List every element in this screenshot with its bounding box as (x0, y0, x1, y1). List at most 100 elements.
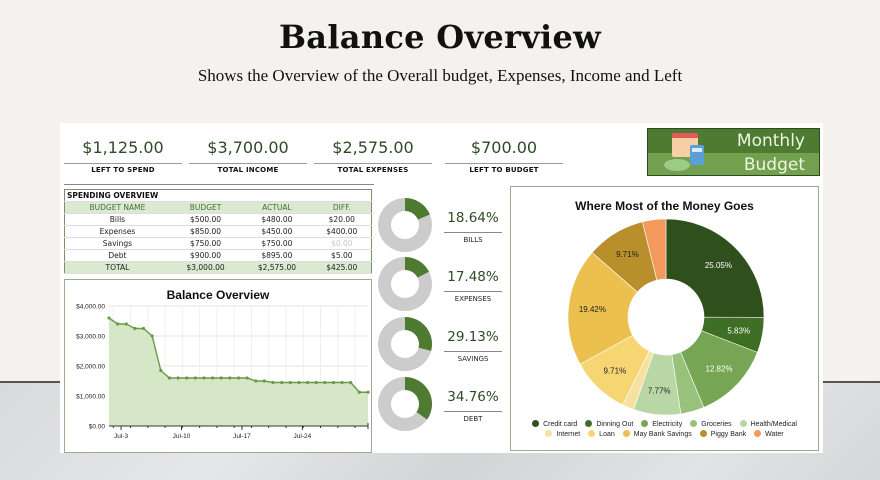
cell: $450.00 (241, 225, 313, 238)
svg-text:$2,000.00: $2,000.00 (76, 364, 105, 371)
cell: Expenses (64, 225, 170, 238)
cell: $5.00 (312, 249, 372, 262)
legend-label: Piggy Bank (710, 431, 747, 438)
cell: $750.00 (241, 237, 313, 250)
legend-swatch-icon (754, 430, 762, 437)
divider (444, 351, 502, 352)
legend-item: Loan (588, 430, 615, 440)
legend-item: Groceries (690, 420, 732, 430)
cell: $425.00 (312, 261, 372, 274)
table-title: SPENDING OVERVIEW (64, 189, 372, 202)
legend-item: Piggy Bank (699, 430, 747, 440)
cash-icon (664, 159, 690, 171)
monthly-budget-logo: Monthly Budget (647, 128, 820, 176)
cell: TOTAL (64, 261, 170, 274)
legend-swatch-icon (532, 420, 540, 427)
kpi-value: $2,575.00 (332, 138, 414, 157)
svg-text:$3,000.00: $3,000.00 (76, 334, 105, 341)
cell: $0.00 (312, 237, 372, 250)
legend-item: May Bank Savings (622, 430, 692, 440)
svg-text:$0.00: $0.00 (89, 424, 106, 431)
svg-text:12.82%: 12.82% (705, 365, 732, 374)
total-row: TOTAL $3,000.00 $2,575.00 $425.00 (64, 261, 372, 274)
area-chart: $0.00 $1,000.00 $2,000.00 $3,000.00 $4,000.0… (76, 304, 370, 440)
svg-text:5.83%: 5.83% (727, 327, 750, 336)
kpi-label: LEFT TO BUDGET (469, 166, 539, 174)
dashboard-panel: $1,125.00 LEFT TO SPEND $3,700.00 TOTAL … (60, 123, 823, 453)
table-row: Expenses $850.00 $450.00 $400.00 (64, 225, 372, 238)
table-row: Savings $750.00 $750.00 $0.00 (64, 237, 372, 250)
legend-item: Electricity (641, 420, 682, 430)
cell: $850.00 (169, 225, 242, 238)
svg-text:Jul-3: Jul-3 (114, 433, 128, 440)
divider (445, 163, 563, 164)
svg-text:Jul-10: Jul-10 (173, 433, 191, 440)
legend-swatch-icon (622, 430, 630, 437)
legend-item: Credit card (532, 420, 577, 430)
donut-icon (378, 377, 433, 431)
kpi-total-income: $3,700.00 TOTAL INCOME (189, 135, 307, 174)
legend-swatch-icon (641, 420, 649, 427)
donut-icon (378, 198, 433, 252)
legend-swatch-icon (690, 420, 698, 427)
money-distribution-chart: Where Most of the Money Goes 25.05% 5.83%… (510, 186, 819, 451)
balance-overview-chart: Balance Overview $0.00 $1,000.00 $2,000.00… (64, 279, 372, 453)
column-header: ACTUAL (241, 201, 313, 214)
divider (444, 291, 502, 292)
kpi-total-expenses: $2,575.00 TOTAL EXPENSES (314, 135, 432, 174)
donut-chart: 25.05% 5.83% 12.82% 7.77% 9.71% 19.42% 9.71% (567, 218, 765, 416)
legend-item: Internet (545, 430, 580, 440)
page-title: Balance Overview (278, 18, 602, 56)
legend-label: Electricity (652, 421, 683, 428)
svg-text:$1,000.00: $1,000.00 (76, 394, 105, 401)
legend-label: Credit card (543, 421, 578, 428)
legend-item: Health/Medical (739, 420, 797, 430)
logo-line1: Monthly (736, 131, 805, 151)
mini-donut-savings: 29.13% SAVINGS (378, 315, 508, 373)
cell: $895.00 (241, 249, 313, 262)
category-label: DEBT (463, 415, 483, 423)
kpi-left-to-spend: $1,125.00 LEFT TO SPEND (64, 135, 182, 174)
chart-title: Where Most of the Money Goes (575, 199, 754, 213)
cell: $500.00 (169, 213, 242, 226)
legend-label: May Bank Savings (633, 431, 692, 438)
legend-label: Groceries (701, 421, 732, 428)
legend-item: Dinning Out (585, 420, 633, 430)
percent-value: 18.64% (447, 210, 499, 226)
kpi-label: TOTAL INCOME (217, 166, 279, 174)
svg-text:9.71%: 9.71% (604, 366, 627, 375)
cell: Bills (64, 213, 170, 226)
percent-value: 17.48% (447, 269, 499, 285)
cell: $2,575.00 (241, 261, 313, 274)
svg-text:Jul-17: Jul-17 (233, 433, 251, 440)
percent-value: 34.76% (447, 389, 499, 405)
svg-text:$4,000.00: $4,000.00 (76, 304, 105, 311)
percent-value: 29.13% (447, 329, 499, 345)
svg-text:9.71%: 9.71% (616, 250, 639, 259)
column-header: BUDGET NAME (64, 201, 170, 214)
divider (314, 163, 432, 164)
svg-text:Jul-24: Jul-24 (294, 433, 312, 440)
kpi-value: $1,125.00 (82, 138, 164, 157)
divider (444, 411, 502, 412)
calculator-icon (690, 145, 704, 165)
kpi-label: TOTAL EXPENSES (337, 166, 409, 174)
cell: Debt (64, 249, 170, 262)
divider (444, 232, 502, 233)
mini-donut-expenses: 17.48% EXPENSES (378, 255, 508, 313)
legend-swatch-icon (699, 430, 707, 437)
table-row: Debt $900.00 $895.00 $5.00 (64, 249, 372, 262)
category-label: SAVINGS (457, 355, 489, 363)
legend-item: Water (754, 430, 784, 440)
spending-overview-table: SPENDING OVERVIEW BUDGET NAME BUDGET ACT… (64, 189, 372, 274)
legend-label: Health/Medical (750, 421, 797, 428)
kpi-value: $3,700.00 (207, 138, 289, 157)
mini-donut-debt: 34.76% DEBT (378, 375, 508, 433)
donut-icon (378, 317, 433, 371)
svg-text:19.42%: 19.42% (579, 305, 606, 314)
divider (64, 163, 182, 164)
svg-text:7.77%: 7.77% (648, 387, 671, 396)
legend-label: Dinning Out (596, 421, 634, 428)
kpi-value: $700.00 (470, 138, 538, 157)
cell: $400.00 (312, 225, 372, 238)
